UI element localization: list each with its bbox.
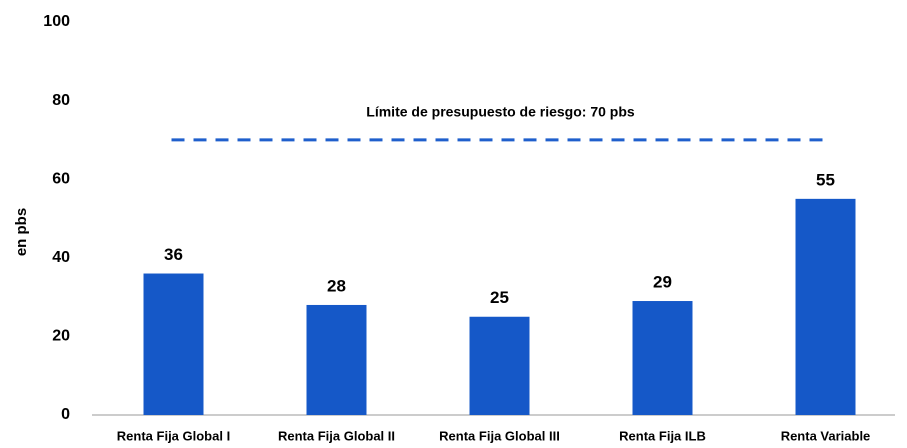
y-tick-label: 20: [52, 328, 70, 345]
bar: [632, 301, 693, 415]
y-axis-label: en pbs: [13, 208, 30, 256]
y-tick-label: 0: [61, 406, 70, 423]
data-label: 36: [164, 245, 183, 264]
x-tick-label: Renta Fija Global II: [278, 428, 395, 443]
y-tick-label: 60: [52, 170, 70, 187]
x-tick-label: Renta Fija Global III: [439, 428, 560, 443]
y-tick-label: 80: [52, 92, 70, 109]
x-tick-label: Renta Fija ILB: [619, 428, 706, 443]
x-tick-label: Renta Fija Global I: [117, 428, 230, 443]
y-tick-label: 100: [43, 13, 70, 30]
data-label: 29: [653, 273, 672, 292]
data-label: 55: [816, 170, 835, 189]
bar: [469, 316, 530, 415]
bar: [143, 273, 204, 415]
data-label: 28: [327, 276, 346, 295]
y-tick-label: 40: [52, 249, 70, 266]
data-label: 25: [490, 288, 509, 307]
reference-label: Límite de presupuesto de riesgo: 70 pbs: [366, 104, 635, 120]
x-tick-label: Renta Variable: [781, 428, 871, 443]
bar: [306, 304, 367, 415]
bar: [795, 198, 856, 415]
